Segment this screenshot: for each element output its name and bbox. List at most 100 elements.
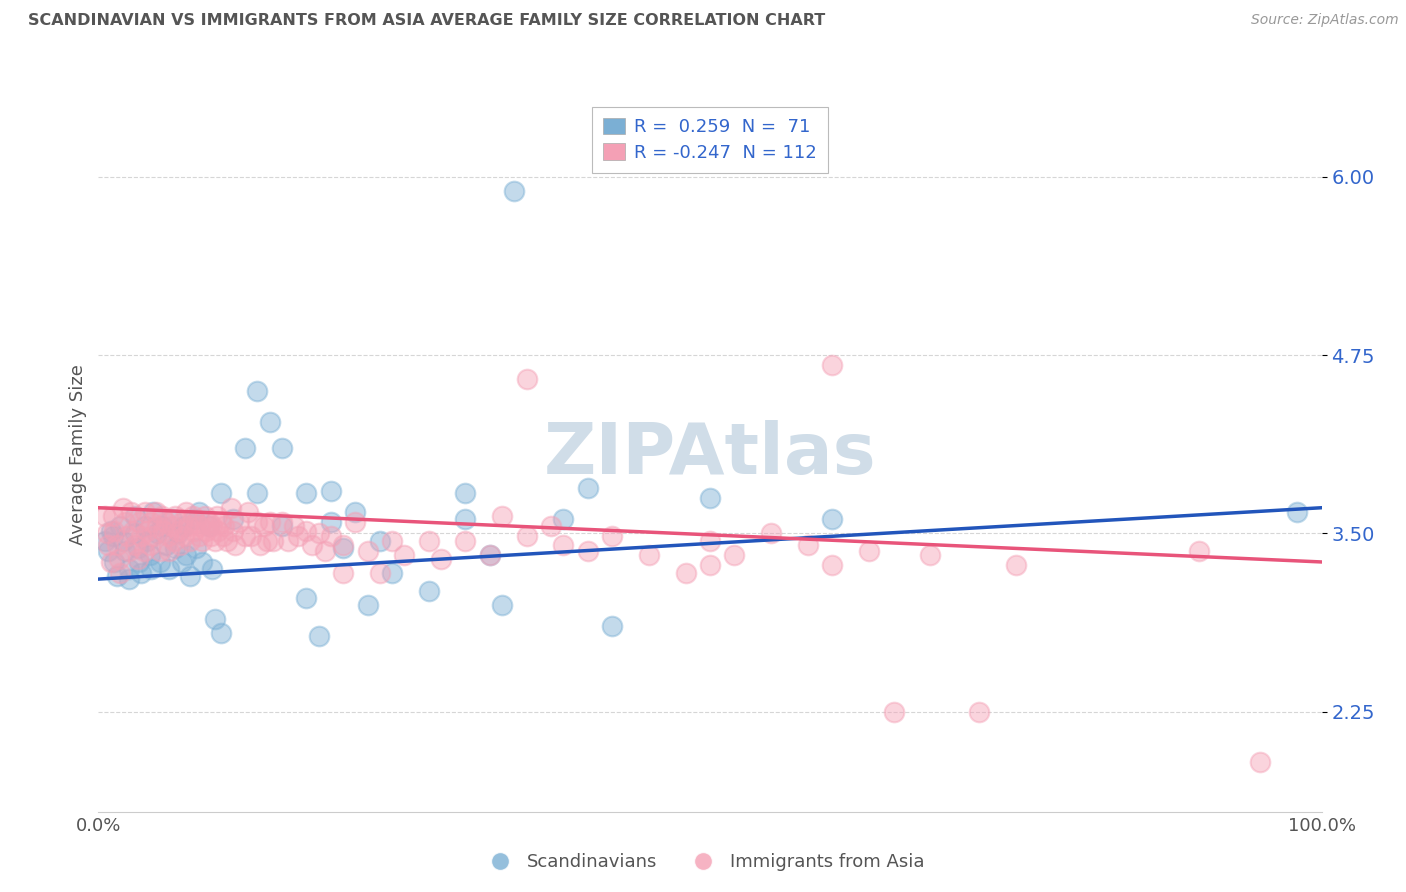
Point	[600, 619, 623, 633]
Point	[418, 583, 440, 598]
Point	[201, 519, 224, 533]
Point	[103, 555, 125, 569]
Point	[136, 524, 159, 538]
Point	[186, 515, 208, 529]
Point	[118, 572, 141, 586]
Point	[319, 515, 342, 529]
Point	[637, 548, 661, 562]
Point	[576, 481, 599, 495]
Point	[233, 529, 256, 543]
Point	[157, 562, 180, 576]
Point	[127, 552, 149, 566]
Point	[100, 524, 122, 538]
Point	[319, 483, 342, 498]
Point	[287, 529, 309, 543]
Y-axis label: Average Family Size: Average Family Size	[69, 365, 87, 545]
Point	[228, 515, 250, 529]
Point	[121, 524, 143, 538]
Point	[167, 524, 190, 538]
Point	[301, 538, 323, 552]
Point	[204, 612, 226, 626]
Point	[157, 543, 180, 558]
Point	[146, 519, 169, 533]
Point	[332, 541, 354, 555]
Point	[197, 515, 219, 529]
Point	[249, 538, 271, 552]
Point	[181, 509, 204, 524]
Point	[124, 509, 146, 524]
Point	[209, 486, 232, 500]
Point	[167, 526, 190, 541]
Point	[209, 515, 232, 529]
Point	[256, 533, 278, 548]
Point	[418, 533, 440, 548]
Point	[191, 555, 214, 569]
Point	[314, 543, 336, 558]
Point	[169, 538, 191, 552]
Point	[215, 533, 238, 548]
Point	[160, 512, 183, 526]
Point	[194, 509, 217, 524]
Point	[108, 552, 131, 566]
Point	[114, 515, 136, 529]
Point	[222, 524, 245, 538]
Point	[188, 519, 211, 533]
Point	[454, 486, 477, 500]
Point	[136, 533, 159, 548]
Point	[478, 548, 501, 562]
Point	[195, 524, 218, 538]
Point	[183, 512, 205, 526]
Point	[491, 598, 513, 612]
Point	[1188, 543, 1211, 558]
Point	[246, 486, 269, 500]
Point	[270, 519, 294, 533]
Point	[96, 526, 118, 541]
Point	[160, 519, 183, 533]
Point	[295, 486, 318, 500]
Point	[699, 491, 721, 505]
Point	[103, 524, 125, 538]
Point	[240, 529, 263, 543]
Point	[797, 538, 820, 552]
Point	[170, 515, 193, 529]
Point	[129, 566, 152, 581]
Point	[124, 538, 146, 552]
Point	[139, 548, 162, 562]
Point	[139, 538, 162, 552]
Point	[97, 543, 120, 558]
Point	[139, 515, 162, 529]
Point	[308, 526, 330, 541]
Point	[124, 526, 146, 541]
Point	[236, 505, 259, 519]
Point	[454, 512, 477, 526]
Point	[246, 384, 269, 398]
Point	[205, 509, 228, 524]
Point	[368, 533, 391, 548]
Point	[600, 529, 623, 543]
Point	[163, 533, 186, 548]
Point	[127, 541, 149, 555]
Point	[392, 548, 416, 562]
Point	[173, 529, 195, 543]
Point	[157, 529, 180, 543]
Point	[207, 524, 229, 538]
Point	[111, 533, 134, 548]
Point	[381, 566, 404, 581]
Point	[146, 526, 169, 541]
Point	[132, 543, 155, 558]
Point	[920, 548, 942, 562]
Point	[430, 552, 453, 566]
Point	[191, 533, 214, 548]
Point	[150, 509, 173, 524]
Point	[295, 524, 318, 538]
Point	[120, 505, 142, 519]
Point	[93, 533, 115, 548]
Point	[128, 515, 150, 529]
Point	[118, 543, 141, 558]
Point	[515, 529, 537, 543]
Point	[283, 519, 305, 533]
Point	[142, 505, 165, 519]
Point	[212, 529, 235, 543]
Point	[1286, 505, 1309, 519]
Point	[165, 541, 187, 555]
